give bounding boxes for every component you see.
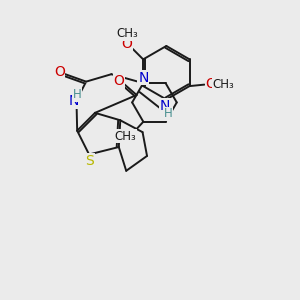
Text: N: N [69,94,80,108]
Text: CH₃: CH₃ [115,130,136,142]
Text: N: N [160,99,170,113]
Text: CH₃: CH₃ [116,27,138,40]
Text: N: N [138,71,148,85]
Text: H: H [73,88,82,101]
Text: O: O [54,65,65,79]
Text: H: H [164,107,173,120]
Text: S: S [85,154,94,168]
Text: CH₃: CH₃ [213,77,235,91]
Text: O: O [113,74,124,88]
Text: O: O [206,77,216,91]
Text: O: O [122,37,132,51]
